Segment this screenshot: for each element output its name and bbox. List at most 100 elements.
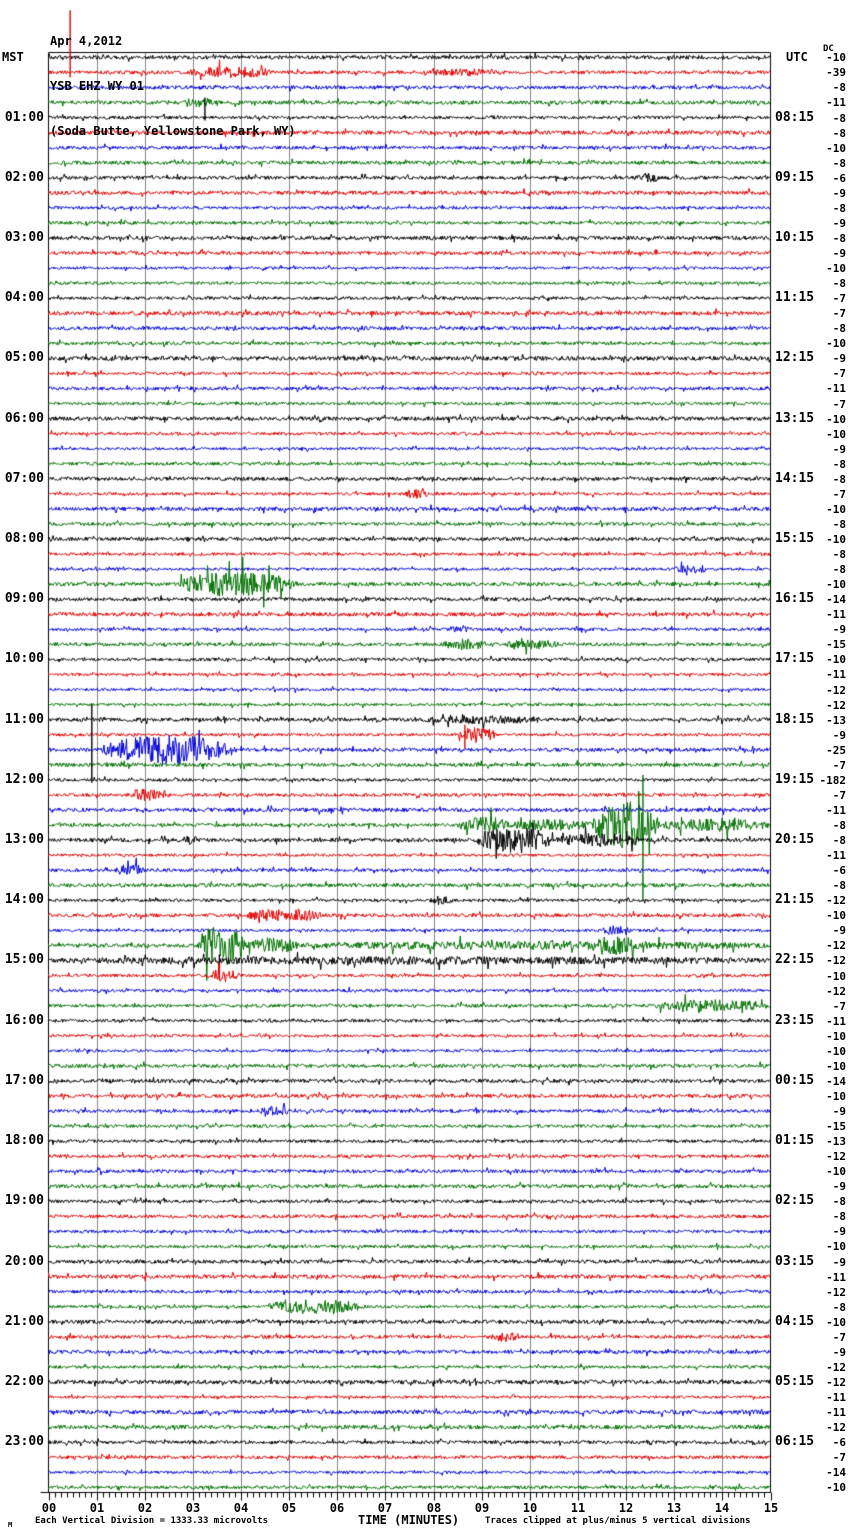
dc-value: -8 — [832, 1301, 846, 1314]
x-axis-title: TIME (MINUTES) — [358, 1513, 460, 1527]
dc-value: -8 — [832, 819, 846, 832]
dc-value: -8 — [832, 1195, 846, 1208]
dc-value: -8 — [832, 473, 846, 486]
utc-time-label: 23:15 — [775, 1013, 815, 1028]
utc-time-label: 17:15 — [775, 651, 815, 666]
mst-hour-label: 14:00 — [4, 892, 44, 907]
dc-value: -8 — [832, 202, 846, 215]
dc-value: -12 — [826, 939, 846, 952]
mst-axis-label: MST — [2, 50, 24, 64]
utc-time-label: 21:15 — [775, 892, 815, 907]
dc-value: -7 — [832, 307, 846, 320]
dc-value: -10 — [826, 533, 846, 546]
dc-value: -9 — [832, 1180, 846, 1193]
utc-time-label: 04:15 — [775, 1314, 815, 1329]
dc-value: -11 — [826, 804, 846, 817]
dc-value: -8 — [832, 232, 846, 245]
dc-value: -10 — [826, 262, 846, 275]
utc-time-label: 08:15 — [775, 110, 815, 125]
dc-value: -11 — [826, 382, 846, 395]
mst-hour-label: 04:00 — [4, 290, 44, 305]
mst-hour-label: 20:00 — [4, 1254, 44, 1269]
x-tick-label: 15 — [763, 1501, 779, 1515]
utc-axis-label: UTC — [786, 50, 808, 64]
title-station: YSB EHZ WY 01 — [50, 79, 144, 93]
dc-value: -7 — [832, 367, 846, 380]
dc-value: -10 — [826, 970, 846, 983]
dc-value: -12 — [826, 954, 846, 967]
mst-hour-label: 11:00 — [4, 712, 44, 727]
dc-value: -10 — [826, 1045, 846, 1058]
utc-time-label: 02:15 — [775, 1193, 815, 1208]
utc-time-label: 00:15 — [775, 1073, 815, 1088]
dc-column-label: DC — [823, 44, 834, 54]
dc-value: -8 — [832, 322, 846, 335]
dc-value: -11 — [826, 668, 846, 681]
x-tick-label: 06 — [329, 1501, 345, 1515]
dc-value: -12 — [826, 985, 846, 998]
dc-value: -9 — [832, 443, 846, 456]
footer-clip-note: Traces clipped at plus/minus 5 vertical … — [485, 1516, 751, 1526]
x-tick-label: 08 — [426, 1501, 442, 1515]
dc-value: -10 — [826, 51, 846, 64]
mst-hour-label: 17:00 — [4, 1073, 44, 1088]
dc-value: -6 — [832, 864, 846, 877]
mst-hour-label: 06:00 — [4, 411, 44, 426]
utc-time-label: 09:15 — [775, 170, 815, 185]
watermark-m: M — [8, 1521, 13, 1529]
x-tick-label: 05 — [281, 1501, 297, 1515]
dc-value: -11 — [826, 1406, 846, 1419]
dc-value: -14 — [826, 593, 846, 606]
mst-hour-label: 08:00 — [4, 531, 44, 546]
x-tick-label: 03 — [185, 1501, 201, 1515]
dc-value: -8 — [832, 112, 846, 125]
dc-value: -10 — [826, 1030, 846, 1043]
dc-value: -10 — [826, 578, 846, 591]
utc-time-label: 01:15 — [775, 1133, 815, 1148]
dc-value: -12 — [826, 1421, 846, 1434]
dc-value: -15 — [826, 638, 846, 651]
dc-value: -9 — [832, 352, 846, 365]
dc-value: -10 — [826, 142, 846, 155]
utc-time-label: 03:15 — [775, 1254, 815, 1269]
dc-value: -8 — [832, 127, 846, 140]
dc-value: -10 — [826, 428, 846, 441]
dc-value: -8 — [832, 879, 846, 892]
title-block: Apr 4,2012 YSB EHZ WY 01 (Soda Butte, Ye… — [50, 4, 296, 169]
utc-time-label: 05:15 — [775, 1374, 815, 1389]
dc-value: -10 — [826, 653, 846, 666]
x-tick-label: 07 — [377, 1501, 393, 1515]
dc-value: -9 — [832, 924, 846, 937]
dc-value: -9 — [832, 1225, 846, 1238]
dc-value: -9 — [832, 247, 846, 260]
utc-time-label: 20:15 — [775, 832, 815, 847]
dc-value: -12 — [826, 1376, 846, 1389]
x-tick-label: 11 — [570, 1501, 586, 1515]
mst-hour-label: 19:00 — [4, 1193, 44, 1208]
mst-hour-label: 18:00 — [4, 1133, 44, 1148]
dc-value: -25 — [826, 744, 846, 757]
mst-hour-label: 07:00 — [4, 471, 44, 486]
dc-value: -10 — [826, 1060, 846, 1073]
mst-hour-label: 21:00 — [4, 1314, 44, 1329]
dc-value: -12 — [826, 1361, 846, 1374]
mst-hour-label: 10:00 — [4, 651, 44, 666]
dc-value: -8 — [832, 548, 846, 561]
dc-value: -10 — [826, 1240, 846, 1253]
dc-value: -8 — [832, 277, 846, 290]
dc-value: -9 — [832, 187, 846, 200]
dc-value: -11 — [826, 849, 846, 862]
mst-hour-label: 13:00 — [4, 832, 44, 847]
x-tick-label: 10 — [522, 1501, 538, 1515]
dc-value: -11 — [826, 96, 846, 109]
mst-hour-label: 22:00 — [4, 1374, 44, 1389]
mst-hour-label: 03:00 — [4, 230, 44, 245]
utc-time-label: 11:15 — [775, 290, 815, 305]
dc-value: -14 — [826, 1075, 846, 1088]
footer-scale-note: Each Vertical Division = 1333.33 microvo… — [35, 1516, 268, 1526]
dc-value: -7 — [832, 488, 846, 501]
dc-value: -8 — [832, 81, 846, 94]
dc-value: -6 — [832, 172, 846, 185]
utc-time-label: 10:15 — [775, 230, 815, 245]
